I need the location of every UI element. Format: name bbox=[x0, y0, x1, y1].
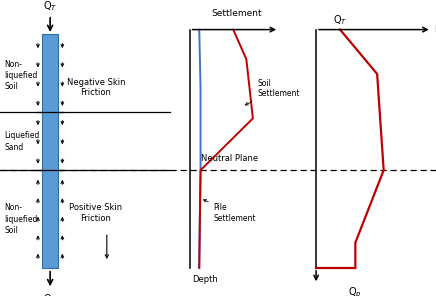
Text: Non-
liquefied
Soil: Non- liquefied Soil bbox=[4, 60, 38, 91]
Text: Soil
Settlement: Soil Settlement bbox=[245, 79, 300, 105]
Bar bbox=[42, 34, 58, 268]
Text: Pile
Settlement: Pile Settlement bbox=[204, 200, 256, 223]
Text: Depth: Depth bbox=[192, 275, 218, 284]
Text: Q$_p$: Q$_p$ bbox=[348, 286, 362, 296]
Text: Non-
liquefied
Soil: Non- liquefied Soil bbox=[4, 203, 38, 235]
Text: Negative Skin
Friction: Negative Skin Friction bbox=[67, 78, 125, 97]
Text: Load: Load bbox=[434, 25, 436, 34]
Text: Liquefied
Sand: Liquefied Sand bbox=[4, 131, 40, 152]
Text: Q$_p$: Q$_p$ bbox=[43, 292, 57, 296]
Text: Neutral Plane: Neutral Plane bbox=[201, 154, 258, 163]
Text: Positive Skin
Friction: Positive Skin Friction bbox=[69, 203, 123, 223]
Text: Q$_T$: Q$_T$ bbox=[333, 13, 347, 27]
Text: Settlement: Settlement bbox=[211, 9, 262, 18]
Text: Q$_T$: Q$_T$ bbox=[43, 0, 57, 13]
